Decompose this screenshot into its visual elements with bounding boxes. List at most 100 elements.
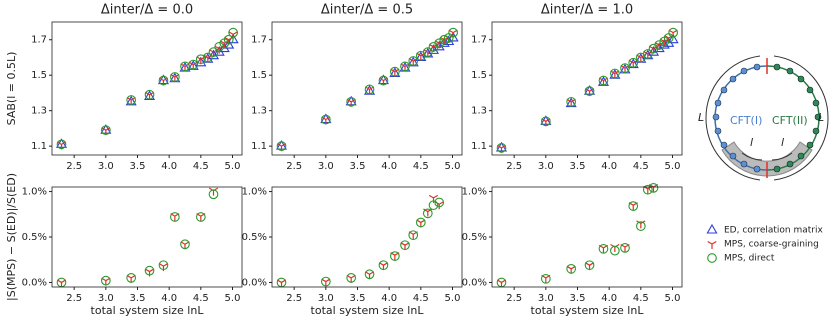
x-tick-label: 4.0	[381, 293, 397, 304]
legend-label: MPS, direct	[724, 254, 775, 264]
x-tick-label: 3.0	[98, 161, 114, 172]
length-label: L	[818, 111, 824, 124]
y-tick-label: 1.7	[471, 35, 487, 46]
marker	[496, 143, 507, 153]
x-tick-label: 3.5	[130, 293, 146, 304]
panel-title: Δinter/Δ = 0.0	[101, 3, 193, 18]
marker	[598, 75, 609, 86]
plot-area	[55, 27, 239, 150]
axes-frame	[491, 186, 683, 288]
marker	[566, 96, 577, 107]
marker	[400, 240, 410, 251]
marker	[422, 208, 433, 219]
y-tick-label: 1.3	[31, 106, 47, 117]
marker	[584, 86, 595, 97]
x-axis-label: total system size lnL	[91, 304, 205, 316]
cft-label: CFT(II)	[772, 114, 808, 127]
marker	[620, 243, 630, 253]
ring-diagram: L L CFT(I) CFT(II) l l	[698, 55, 829, 181]
arrow	[705, 55, 761, 119]
y-tick-label: 1.0%	[242, 187, 267, 198]
y-tick-label: 1.0%	[22, 187, 47, 198]
axes-frame	[271, 21, 463, 156]
plot-area	[495, 27, 679, 153]
x-tick-label: 4.5	[193, 161, 209, 172]
x-tick-label: 3.5	[130, 161, 146, 172]
marker	[100, 125, 111, 136]
x-tick-label: 4.5	[633, 161, 649, 172]
length-label: L	[698, 111, 704, 124]
axes-frame	[491, 21, 683, 156]
plot-area	[496, 183, 659, 287]
x-tick-label: 5.0	[445, 161, 461, 172]
x-tick-label: 3.5	[570, 161, 586, 172]
arrow	[741, 152, 763, 161]
marker	[378, 75, 389, 86]
arrow	[773, 55, 829, 119]
marker	[635, 221, 646, 231]
y-tick-label: 1.5	[31, 70, 47, 81]
x-tick-label: 4.0	[601, 293, 617, 304]
marker	[422, 47, 433, 57]
marker	[180, 239, 190, 250]
marker	[584, 260, 595, 271]
marker	[364, 269, 375, 280]
x-tick-label: 4.5	[413, 293, 429, 304]
marker	[276, 141, 287, 151]
marker	[667, 33, 679, 44]
marker	[214, 41, 225, 52]
marker	[195, 212, 206, 222]
axes-frame	[51, 186, 243, 288]
marker	[628, 201, 639, 211]
x-tick-label: 5.0	[225, 161, 241, 172]
y-tick-label: 0.0%	[462, 277, 487, 288]
marker	[540, 116, 551, 127]
y-tick-label: 1.1	[31, 141, 47, 152]
marker	[642, 49, 653, 59]
y-tick-label: 0.0%	[22, 277, 47, 288]
y-tick-label: 0.5%	[462, 232, 487, 243]
x-tick-label: 4.5	[413, 161, 429, 172]
y-tick-label: 1.3	[471, 106, 487, 117]
x-axis-label: total system size lnL	[531, 304, 645, 316]
x-tick-label: 3.0	[318, 161, 334, 172]
x-tick-label: 2.5	[66, 293, 82, 304]
axes-frame	[271, 186, 463, 288]
x-tick-label: 4.0	[161, 161, 177, 172]
x-tick-label: 5.0	[665, 293, 681, 304]
marker	[126, 95, 137, 105]
marker	[100, 275, 111, 286]
y-tick-label: 1.1	[471, 141, 487, 152]
marker	[428, 200, 439, 211]
x-tick-label: 4.0	[601, 161, 617, 172]
marker	[320, 276, 331, 287]
x-tick-label: 4.5	[193, 293, 209, 304]
y-tick-label: 1.7	[251, 35, 267, 46]
marker	[648, 183, 659, 193]
plot-area	[276, 194, 445, 287]
marker	[170, 212, 180, 222]
marker	[346, 273, 357, 283]
y-tick-label: 0.5%	[242, 232, 267, 243]
y-axis-label: |S(MPS) − S(ED)|/S(ED)	[5, 173, 18, 301]
marker	[195, 54, 206, 65]
x-tick-label: 4.0	[161, 293, 177, 304]
legend-label: ED, correlation matrix	[724, 226, 824, 236]
x-tick-label: 2.5	[286, 293, 302, 304]
marker	[434, 197, 445, 208]
x-tick-label: 3.0	[538, 161, 554, 172]
x-tick-label: 5.0	[225, 293, 241, 304]
x-tick-label: 5.0	[665, 161, 681, 172]
marker	[390, 66, 400, 77]
interval-label: l	[781, 136, 784, 149]
cft-label: CFT(I)	[730, 114, 762, 127]
marker	[158, 260, 169, 271]
marker	[408, 230, 419, 241]
marker	[364, 84, 375, 95]
arrow	[773, 117, 829, 181]
x-tick-label: 2.5	[506, 161, 522, 172]
marker	[566, 263, 577, 274]
right-sites	[773, 63, 822, 173]
x-tick-label: 3.5	[350, 161, 366, 172]
